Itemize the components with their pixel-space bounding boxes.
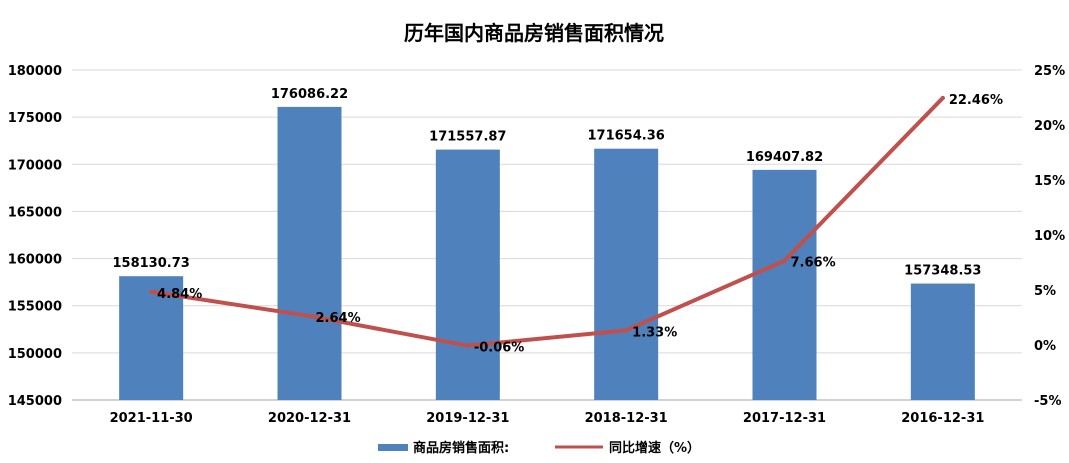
x-tick-label: 2016-12-31: [901, 411, 984, 426]
legend: 商品房销售面积: 同比增速（%）: [378, 440, 700, 456]
bar: [435, 149, 500, 400]
y2-tick-label: 20%: [1034, 119, 1065, 134]
y-tick-label: 170000: [8, 158, 62, 173]
line-value-label: 1.33%: [632, 325, 677, 340]
data-labels: 158130.73 176086.22 171557.87 171654.36 1694…: [113, 87, 1003, 356]
bar-value-label: 157348.53: [904, 264, 981, 279]
line-point: [782, 258, 787, 263]
line-point: [624, 328, 629, 333]
legend-label-line: 同比增速（%）: [609, 440, 700, 456]
line-point: [149, 289, 154, 294]
x-axis: 2021-11-30 2020-12-31 2019-12-31 2018-12-31…: [110, 411, 985, 426]
gridlines: [72, 69, 1022, 401]
y-tick-label: 160000: [8, 253, 62, 268]
line-point: [465, 343, 470, 348]
y-tick-label: 145000: [8, 394, 62, 409]
y2-tick-label: -5%: [1034, 394, 1061, 409]
y-tick-label: 165000: [8, 205, 62, 220]
y2-tick-label: 5%: [1034, 284, 1056, 299]
x-tick-label: 2019-12-31: [426, 411, 509, 426]
legend-label-bar: 商品房销售面积:: [413, 440, 509, 456]
y2-tick-label: 15%: [1034, 174, 1065, 189]
x-tick-label: 2020-12-31: [268, 411, 351, 426]
bar: [594, 148, 659, 400]
bar-series: [119, 106, 975, 400]
line-value-label: 2.64%: [316, 311, 361, 326]
line-value-label: 7.66%: [791, 256, 836, 271]
growth-line: [149, 95, 945, 348]
x-tick-label: 2017-12-31: [743, 411, 826, 426]
line-value-label: 22.46%: [949, 93, 1003, 108]
y2-tick-label: 10%: [1034, 229, 1065, 244]
x-tick-label: 2021-11-30: [110, 411, 193, 426]
line-point: [307, 313, 312, 318]
y-tick-label: 150000: [8, 347, 62, 362]
line-point: [940, 95, 945, 100]
y-tick-label: 180000: [8, 64, 62, 79]
bar: [277, 106, 342, 400]
chart-title: 历年国内商品房销售面积情况: [404, 21, 664, 45]
bar-value-label: 158130.73: [113, 256, 190, 271]
line-value-label: 4.84%: [157, 287, 202, 302]
line-value-label: -0.06%: [474, 341, 525, 356]
bar: [752, 169, 817, 400]
bar-value-label: 171557.87: [429, 130, 506, 145]
y2-tick-label: 0%: [1034, 339, 1056, 354]
bar-value-label: 171654.36: [588, 129, 665, 144]
bar: [910, 283, 975, 400]
right-y-axis: -5% 0% 5% 10% 15% 20% 25%: [1034, 64, 1065, 409]
y2-tick-label: 25%: [1034, 64, 1065, 79]
line-series: [149, 95, 945, 348]
bar-value-label: 176086.22: [271, 87, 348, 102]
y-tick-label: 155000: [8, 300, 62, 315]
legend-swatch-bar: [378, 444, 408, 451]
bar-value-label: 169407.82: [746, 150, 823, 165]
y-tick-label: 175000: [8, 111, 62, 126]
left-y-axis: 145000 150000 155000 160000 165000 170000 1750…: [8, 64, 62, 409]
x-tick-label: 2018-12-31: [585, 411, 668, 426]
